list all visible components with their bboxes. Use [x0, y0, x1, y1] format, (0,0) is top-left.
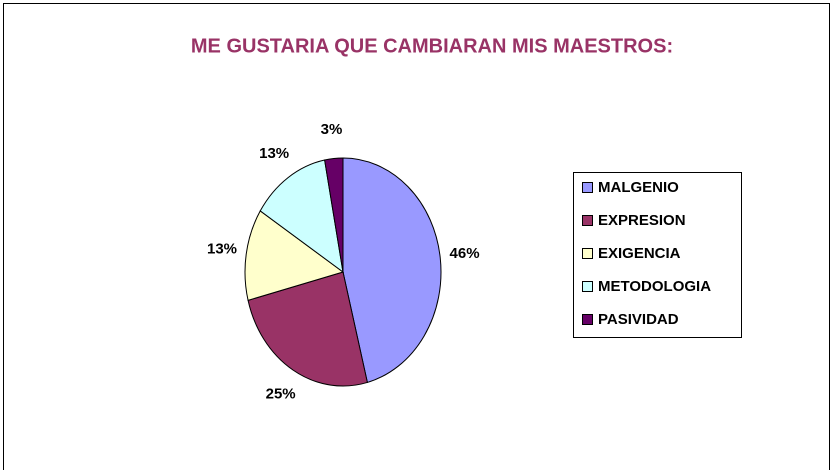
- pie-slice: [244, 210, 345, 301]
- legend-label: PASIVIDAD: [598, 311, 679, 328]
- legend-swatch: [582, 215, 593, 226]
- pie-slice: [259, 159, 344, 274]
- chart-title: ME GUSTARIA QUE CAMBIARAN MIS MAESTROS:: [191, 35, 673, 57]
- data-label: 3%: [321, 121, 343, 138]
- legend-label: METODOLOGIA: [598, 278, 711, 295]
- legend-swatch: [582, 182, 593, 193]
- pie-slice: [324, 157, 344, 273]
- legend-label: EXIGENCIA: [598, 245, 681, 262]
- legend-swatch: [582, 314, 593, 325]
- legend-swatch: [582, 248, 593, 259]
- pie-slice: [247, 271, 368, 387]
- data-label: 25%: [266, 386, 296, 403]
- data-label: 46%: [450, 245, 480, 262]
- legend-label: MALGENIO: [598, 179, 679, 196]
- data-label: 13%: [259, 145, 289, 162]
- legend-swatch: [582, 281, 593, 292]
- data-label: 13%: [207, 241, 237, 258]
- pie-slice: [342, 157, 442, 384]
- legend-box: [573, 172, 742, 338]
- legend-label: EXPRESION: [598, 212, 686, 229]
